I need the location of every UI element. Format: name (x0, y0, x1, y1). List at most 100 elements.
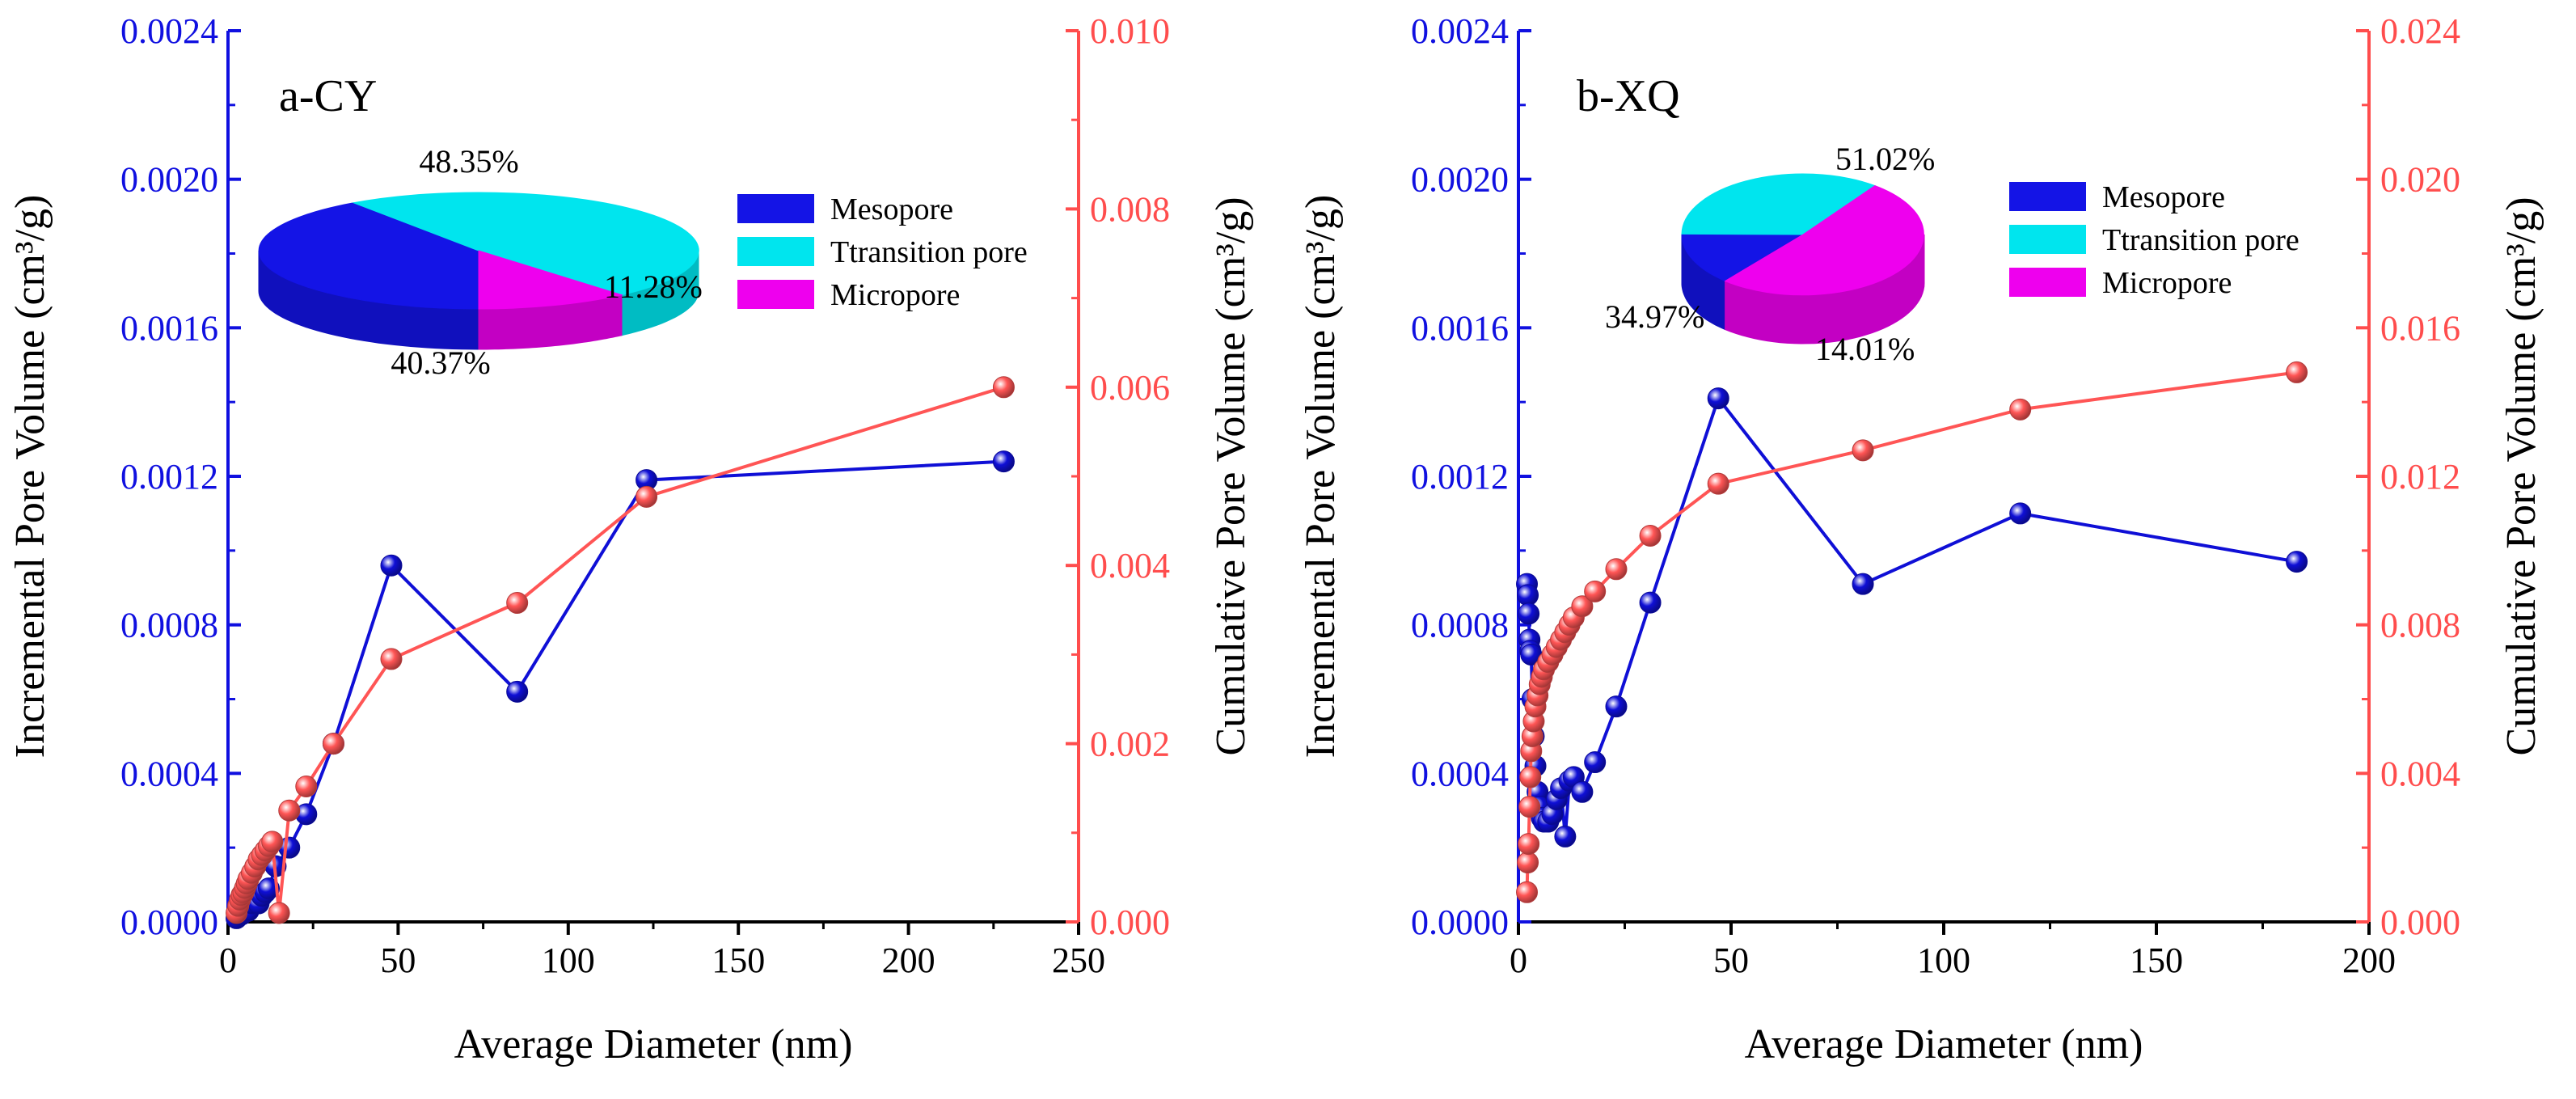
pie-slice-label: 11.28% (604, 268, 703, 305)
y2-tick-label: 0.006 (1090, 368, 1170, 408)
y-tick-label: 0.0012 (1411, 457, 1509, 497)
x-tick-label: 100 (542, 940, 595, 980)
y-tick-label: 0.0024 (120, 11, 218, 51)
data-point (380, 648, 403, 670)
legend-swatch (2009, 182, 2086, 211)
pie-slice (1724, 185, 1924, 296)
y2-tick-label: 0.024 (2380, 11, 2460, 51)
legend-label: Micropore (830, 278, 960, 312)
data-point (1518, 833, 1540, 856)
pie-chart: 51.02% 34.97% 14.01% (1605, 141, 1935, 367)
legend-swatch (2009, 268, 2086, 297)
x-tick-label: 200 (882, 940, 935, 980)
data-point (257, 877, 280, 900)
y2-tick-label: 0.002 (1090, 725, 1170, 764)
y-tick-label: 0.0020 (1411, 160, 1509, 200)
data-point (506, 591, 529, 614)
legend-swatch (737, 237, 814, 266)
pie-slice-label: 48.35% (419, 143, 518, 180)
data-point (1707, 472, 1729, 495)
data-point (1517, 584, 1539, 607)
x-axis-label: Average Diameter (nm) (1745, 1021, 2143, 1067)
data-point (322, 733, 344, 755)
y2-axis-label: Cumulative Pore Volume (cm³/g) (1208, 197, 1254, 755)
pie-slice (1681, 233, 1805, 282)
y-tick-label: 0.0016 (120, 308, 218, 348)
data-point (1707, 387, 1729, 410)
y-tick-label: 0.0008 (1411, 606, 1509, 645)
data-point (1852, 439, 1874, 462)
x-tick-label: 50 (1713, 940, 1749, 980)
data-point (278, 799, 301, 822)
data-point (1605, 558, 1628, 581)
y-tick-label: 0.0000 (120, 902, 218, 942)
data-point (1518, 602, 1540, 625)
y-tick-label: 0.0016 (1411, 308, 1509, 348)
data-point (1639, 591, 1662, 614)
legend-label: Mesopore (830, 192, 953, 226)
y-tick-label: 0.0000 (1411, 902, 1509, 942)
panel-label: b-XQ (1577, 71, 1680, 121)
pie-slice-label: 40.37% (391, 344, 490, 381)
data-point (636, 485, 658, 508)
data-point (506, 680, 529, 703)
series-cumulative (1516, 361, 2308, 903)
y2-tick-label: 0.010 (1090, 11, 1170, 51)
y2-tick-label: 0.016 (2380, 308, 2460, 348)
series-line (234, 459, 1004, 919)
legend-swatch (737, 280, 814, 309)
y2-tick-label: 0.008 (2380, 606, 2460, 645)
x-tick-label: 150 (712, 940, 765, 980)
data-point (1605, 695, 1628, 718)
series-cumulative (226, 376, 1015, 924)
series-line (1525, 370, 2297, 893)
y-tick-label: 0.0004 (1411, 754, 1509, 793)
data-point (2009, 502, 2032, 525)
y2-tick-label: 0.004 (2380, 754, 2460, 793)
data-point (1584, 751, 1607, 774)
legend-label: Mesopore (2102, 180, 2225, 214)
data-point (1571, 780, 1594, 803)
legend-label: Ttransition pore (2102, 223, 2299, 257)
y2-tick-label: 0.004 (1090, 546, 1170, 585)
y-tick-label: 0.0024 (1411, 11, 1509, 51)
legend-label: Ttransition pore (830, 235, 1028, 269)
panel-b: 0 50 100 150 200 0.0000 0.0004 0.0008 0.0012 0.00… (1298, 11, 2544, 1067)
legend-swatch (737, 194, 814, 223)
legend: Mesopore Ttransition pore Micropore (2009, 180, 2299, 300)
y-axis-label: Incremental Pore Volume (cm³/g) (1298, 195, 1344, 759)
data-point (992, 450, 1015, 473)
panel-label: a-CY (279, 71, 377, 121)
data-point (1584, 580, 1607, 602)
x-tick-label: 150 (2130, 940, 2183, 980)
data-point (2009, 398, 2032, 421)
data-point (1516, 881, 1539, 903)
data-point (380, 554, 403, 577)
data-point (1518, 796, 1541, 818)
legend: Mesopore Ttransition pore Micropore (737, 192, 1028, 312)
pie-chart: 48.35% 11.28% 40.37% (258, 143, 703, 381)
pie-slice (258, 202, 479, 310)
x-tick-label: 200 (2342, 940, 2396, 980)
data-point (992, 376, 1015, 399)
pie-slice-label: 34.97% (1605, 298, 1704, 335)
data-point (1554, 825, 1577, 847)
data-point (2286, 361, 2308, 383)
data-point (295, 775, 318, 797)
panel-a: 0 50 100 150 200 250 0.0000 0.0004 0.0008 0.0012 0… (7, 11, 1254, 1067)
y2-tick-label: 0.000 (1090, 902, 1170, 942)
legend-swatch (2009, 225, 2086, 254)
x-tick-label: 250 (1052, 940, 1105, 980)
pie-slice-label: 51.02% (1835, 141, 1935, 177)
x-tick-label: 50 (380, 940, 416, 980)
y-axis-label: Incremental Pore Volume (cm³/g) (7, 195, 53, 759)
data-point (1519, 766, 1542, 788)
series-incremental (1516, 387, 2308, 847)
data-point (261, 831, 284, 853)
pie-slice (1681, 173, 1876, 235)
data-point (268, 902, 290, 924)
x-tick-label: 100 (1917, 940, 1970, 980)
y-tick-label: 0.0020 (120, 160, 218, 200)
data-point (1639, 524, 1662, 547)
